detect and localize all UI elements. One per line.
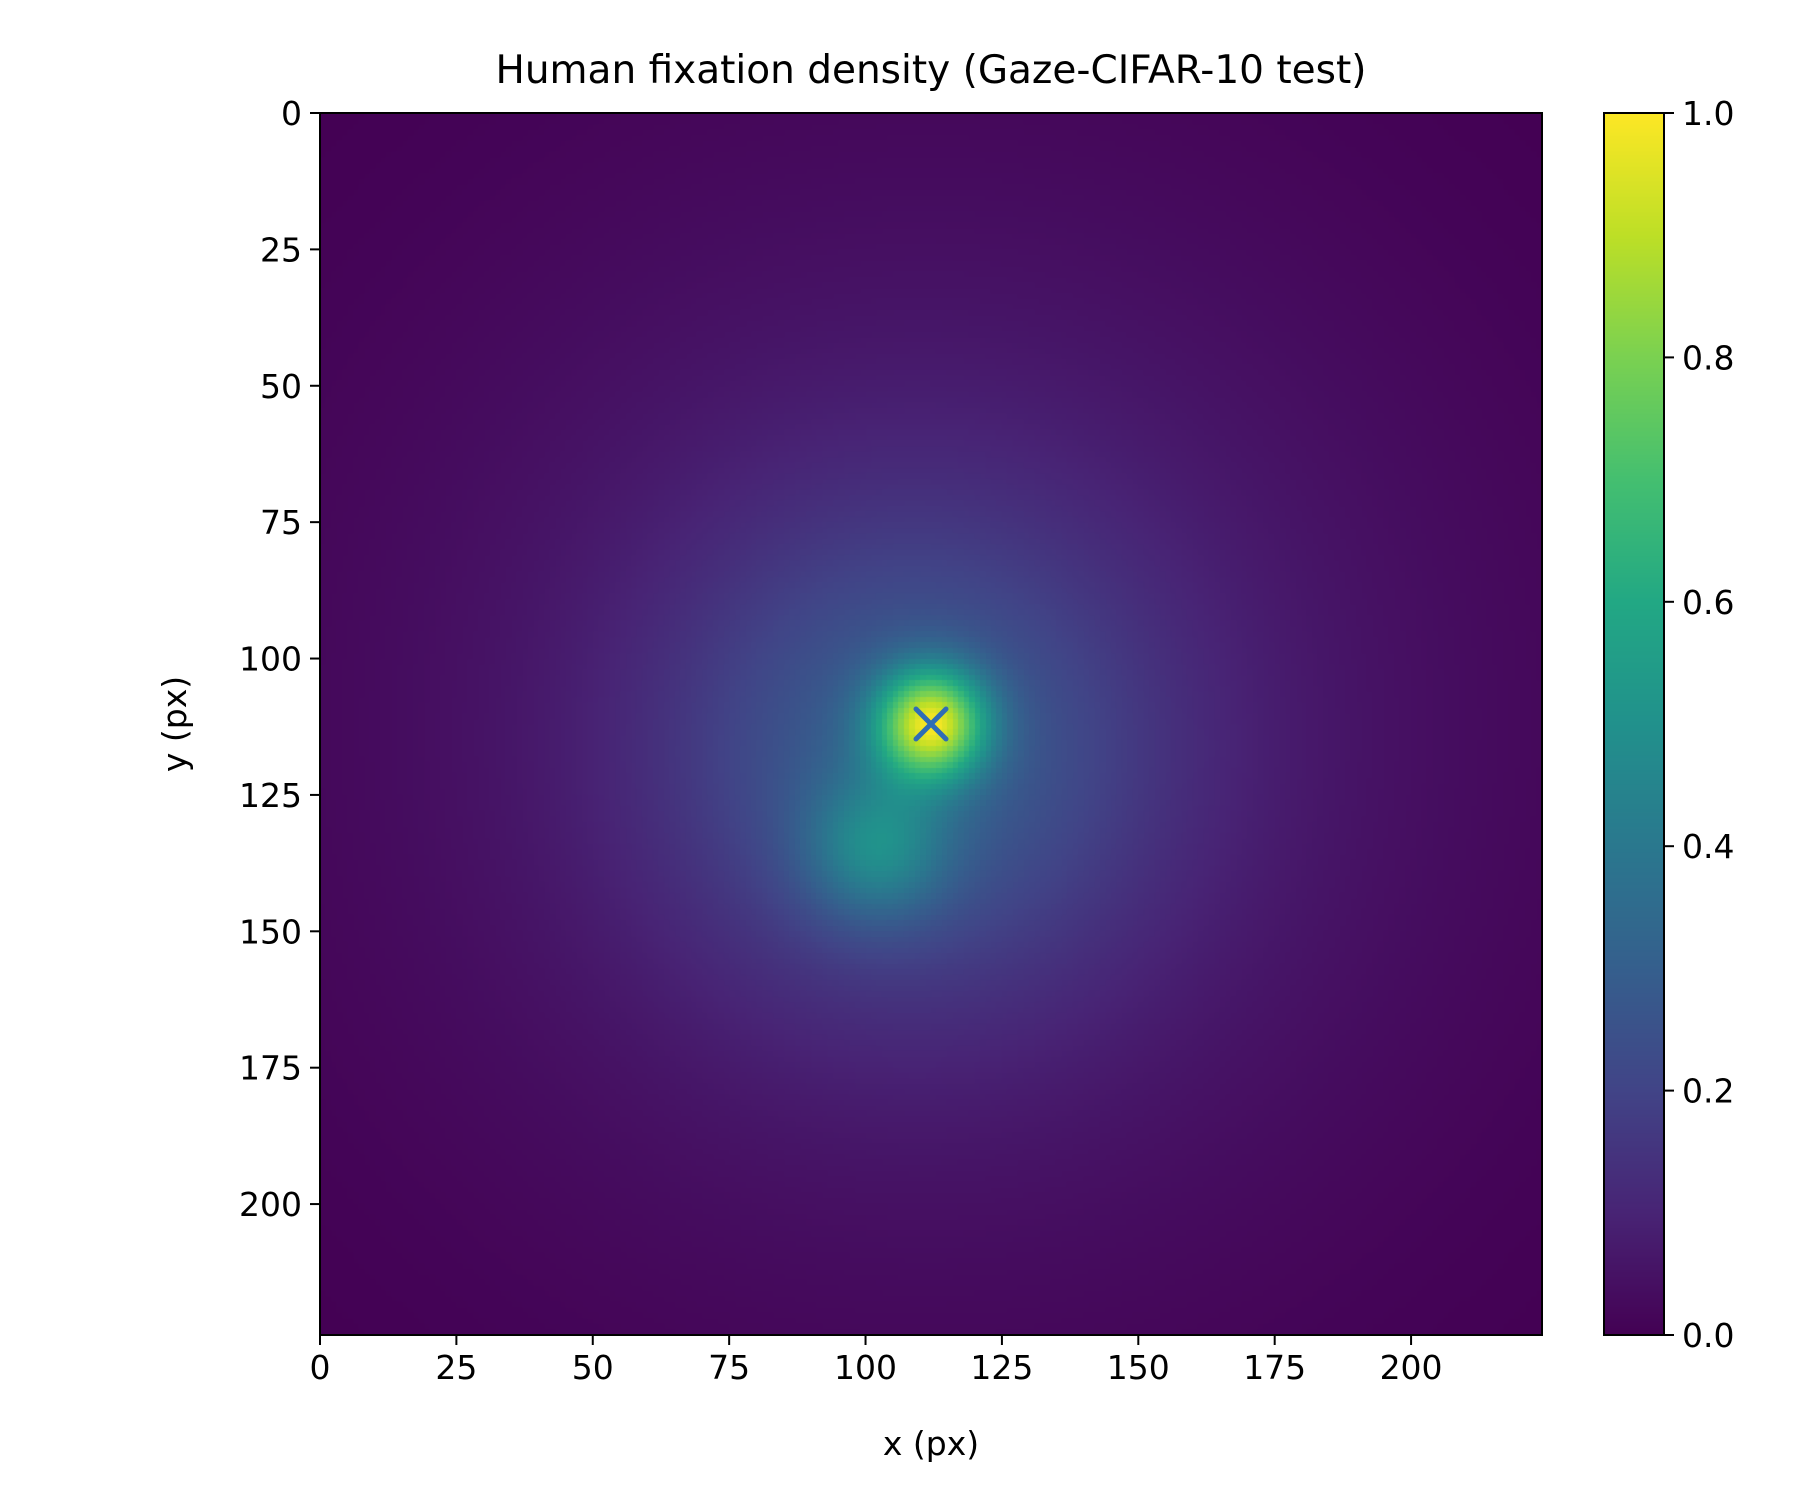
colorbar-gradient <box>1604 113 1664 1335</box>
y-tick-label: 150 <box>239 912 302 951</box>
y-tick-label: 100 <box>239 640 302 679</box>
peak-marker <box>913 706 949 742</box>
plot-frame <box>319 112 1543 1336</box>
y-tick-label: 0 <box>281 94 302 133</box>
colorbar-tick-label: 0.0 <box>1682 1316 1734 1355</box>
y-tick-label: 175 <box>239 1049 302 1088</box>
colorbar-tick-label: 0.4 <box>1682 827 1734 866</box>
colorbar-holder <box>1604 113 1664 1335</box>
y-tick-label: 50 <box>260 367 302 406</box>
x-tick-label: 75 <box>708 1348 750 1387</box>
colorbar-frame <box>1603 112 1665 1336</box>
x-tick-label: 200 <box>1380 1348 1443 1387</box>
colorbar-tick-label: 0.2 <box>1682 1072 1734 1111</box>
x-axis: 0 25 50 75 100 125 150 175 200 <box>310 1335 1443 1387</box>
y-axis-label: y (px) <box>155 676 194 772</box>
x-tick-label: 175 <box>1243 1348 1306 1387</box>
x-tick-label: 0 <box>310 1348 331 1387</box>
chart-title: Human fixation density (Gaze-CIFAR-10 te… <box>496 48 1367 93</box>
x-tick-label: 150 <box>1107 1348 1170 1387</box>
y-tick-label: 125 <box>239 776 302 815</box>
x-tick-label: 25 <box>435 1348 477 1387</box>
y-tick-label: 75 <box>260 503 302 542</box>
colorbar-axis: 0.0 0.2 0.4 0.6 0.8 1.0 <box>1664 94 1734 1355</box>
y-axis: 0 25 50 75 100 125 150 175 200 <box>239 94 320 1224</box>
y-tick-label: 200 <box>239 1185 302 1224</box>
peak-marker-layer <box>913 706 949 742</box>
peak-marker-stroke <box>913 706 949 742</box>
colorbar-tick-label: 1.0 <box>1682 94 1734 133</box>
y-tick-label: 25 <box>260 230 302 269</box>
x-tick-label: 100 <box>834 1348 897 1387</box>
colorbar-tick-label: 0.6 <box>1682 583 1734 622</box>
x-axis-label: x (px) <box>883 1424 979 1463</box>
colorbar-tick-label: 0.8 <box>1682 338 1734 377</box>
x-tick-label: 125 <box>970 1348 1033 1387</box>
x-tick-label: 50 <box>572 1348 614 1387</box>
